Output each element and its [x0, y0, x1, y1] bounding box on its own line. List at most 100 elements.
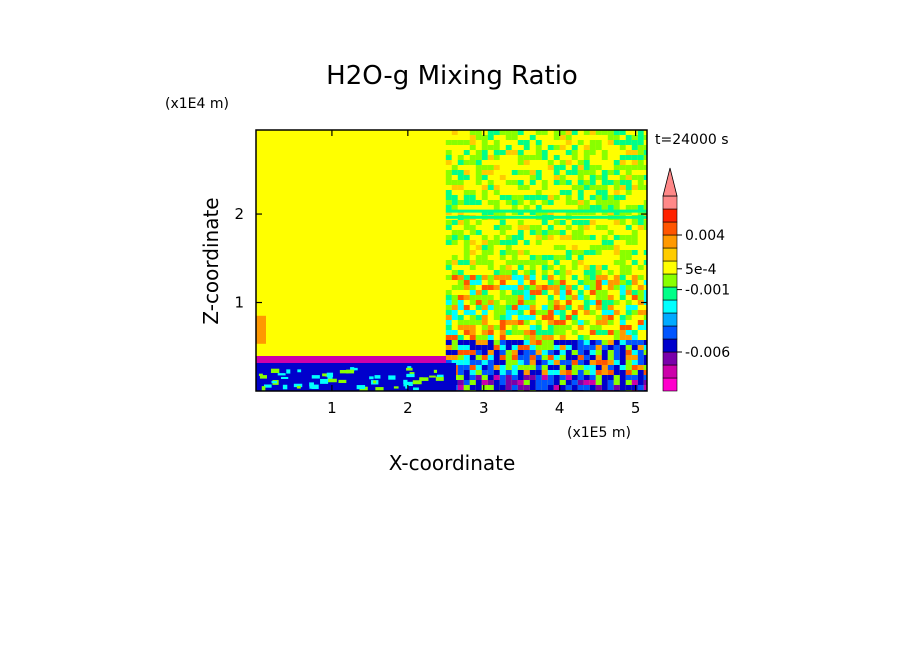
- field-cell: [607, 370, 614, 375]
- field-cell: [625, 180, 632, 185]
- field-cell: [457, 150, 464, 155]
- field-cell: [547, 305, 554, 310]
- field-cell: [463, 305, 470, 310]
- field-cell: [571, 345, 578, 350]
- field-cell: [643, 280, 647, 285]
- field-cell: [595, 160, 602, 165]
- field-cell: [559, 255, 566, 260]
- speckle: [263, 384, 272, 388]
- field-cell: [463, 225, 470, 230]
- field-cell: [613, 340, 620, 345]
- field-cell: [511, 155, 518, 160]
- field-cell: [595, 385, 602, 390]
- field-cell: [493, 385, 500, 390]
- field-cell: [475, 325, 482, 330]
- field-cell: [595, 355, 602, 360]
- field-cell: [511, 305, 518, 310]
- field-cell: [541, 310, 548, 315]
- field-cell: [577, 310, 584, 315]
- field-cell: [445, 180, 452, 185]
- field-cell: [553, 365, 560, 370]
- field-cell: [457, 370, 464, 375]
- field-cell: [553, 290, 560, 295]
- field-cell: [553, 320, 560, 325]
- field-cell: [595, 255, 602, 260]
- field-cell: [565, 185, 572, 190]
- field-cell: [565, 285, 572, 290]
- field-cell: [457, 295, 464, 300]
- x-scale-label: (x1E5 m): [567, 425, 631, 441]
- y-ticks: 12: [234, 205, 647, 312]
- field-cell: [625, 190, 632, 195]
- field-cell: [643, 295, 647, 300]
- field-cell: [607, 220, 614, 225]
- field-cell: [637, 185, 644, 190]
- field-cell: [589, 355, 596, 360]
- field-cell: [595, 365, 602, 370]
- field-cell: [595, 165, 602, 170]
- field-cell: [601, 355, 608, 360]
- field-cell: [553, 205, 560, 210]
- field-cell: [535, 270, 542, 275]
- field-cell: [607, 150, 614, 155]
- field-cell: [547, 295, 554, 300]
- speckle: [346, 369, 355, 374]
- field-cell: [595, 130, 602, 135]
- field-cell: [625, 300, 632, 305]
- field-cell: [553, 350, 560, 355]
- field-cell: [601, 160, 608, 165]
- field-cell: [577, 185, 584, 190]
- field-cell: [553, 300, 560, 305]
- field-cell: [571, 240, 578, 245]
- field-cell: [619, 145, 626, 150]
- field-cell: [613, 370, 620, 375]
- field-cell: [535, 340, 542, 345]
- field-cell: [583, 315, 590, 320]
- field-cell: [487, 265, 494, 270]
- field-cell: [469, 265, 476, 270]
- field-cell: [475, 315, 482, 320]
- field-cell: [559, 220, 566, 225]
- field-cell: [451, 315, 458, 320]
- field-cell: [619, 295, 626, 300]
- field-cell: [625, 245, 632, 250]
- field-cell: [457, 175, 464, 180]
- field-cell: [625, 310, 632, 315]
- field-cell: [583, 320, 590, 325]
- field-cell: [481, 275, 488, 280]
- field-cell: [463, 195, 470, 200]
- field-cell: [523, 375, 530, 380]
- field-cell: [487, 250, 494, 255]
- field-cell: [457, 380, 464, 385]
- field-cell: [625, 160, 632, 165]
- field-cell: [571, 275, 578, 280]
- field-cell: [499, 195, 506, 200]
- field-cell: [481, 295, 488, 300]
- field-cell: [577, 195, 584, 200]
- field-cell: [469, 275, 476, 280]
- field-cell: [565, 160, 572, 165]
- field-cell: [607, 265, 614, 270]
- field-cell: [499, 365, 506, 370]
- field-cell: [535, 355, 542, 360]
- field-cell: [571, 295, 578, 300]
- field-band: [445, 215, 647, 219]
- field-cell: [493, 290, 500, 295]
- field-cell: [469, 340, 476, 345]
- field-cell: [571, 175, 578, 180]
- field-cell: [469, 285, 476, 290]
- blue-layer: [256, 363, 456, 391]
- field-cell: [475, 350, 482, 355]
- field-cell: [589, 250, 596, 255]
- field-cell: [505, 385, 512, 390]
- field-cell: [475, 220, 482, 225]
- field-cell: [523, 240, 530, 245]
- field-cell: [577, 155, 584, 160]
- field-cell: [529, 205, 536, 210]
- field-cell: [577, 150, 584, 155]
- field-cell: [475, 185, 482, 190]
- field-cell: [547, 340, 554, 345]
- field-cell: [499, 205, 506, 210]
- field-cell: [637, 365, 644, 370]
- field-cell: [601, 365, 608, 370]
